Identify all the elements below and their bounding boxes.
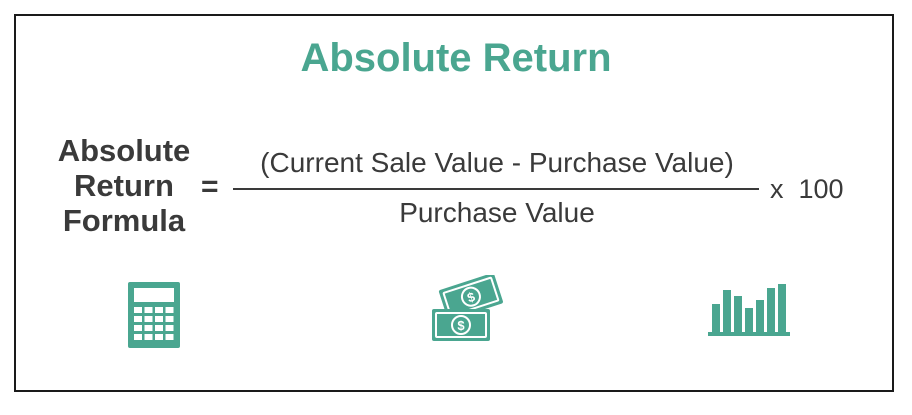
equals-sign: = bbox=[201, 170, 219, 203]
formula-lhs-line-1: Absolute bbox=[57, 133, 191, 168]
formula-lhs-line-3: Formula bbox=[62, 203, 186, 238]
formula-numerator: (Current Sale Value - Purchase Value) bbox=[260, 147, 734, 178]
formula-lhs-line-2: Return bbox=[74, 168, 174, 203]
svg-text:$: $ bbox=[457, 318, 465, 333]
money-icon: $ $ bbox=[432, 275, 503, 341]
fraction-bar bbox=[233, 188, 759, 190]
page-title: Absolute Return bbox=[300, 36, 612, 80]
formula-denominator: Purchase Value bbox=[399, 197, 595, 228]
bar-chart-icon bbox=[708, 284, 790, 336]
formula-multiplier: x 100 bbox=[770, 174, 844, 204]
calculator-icon bbox=[128, 282, 180, 348]
formula-lhs: Absolute Return Formula bbox=[38, 133, 210, 238]
